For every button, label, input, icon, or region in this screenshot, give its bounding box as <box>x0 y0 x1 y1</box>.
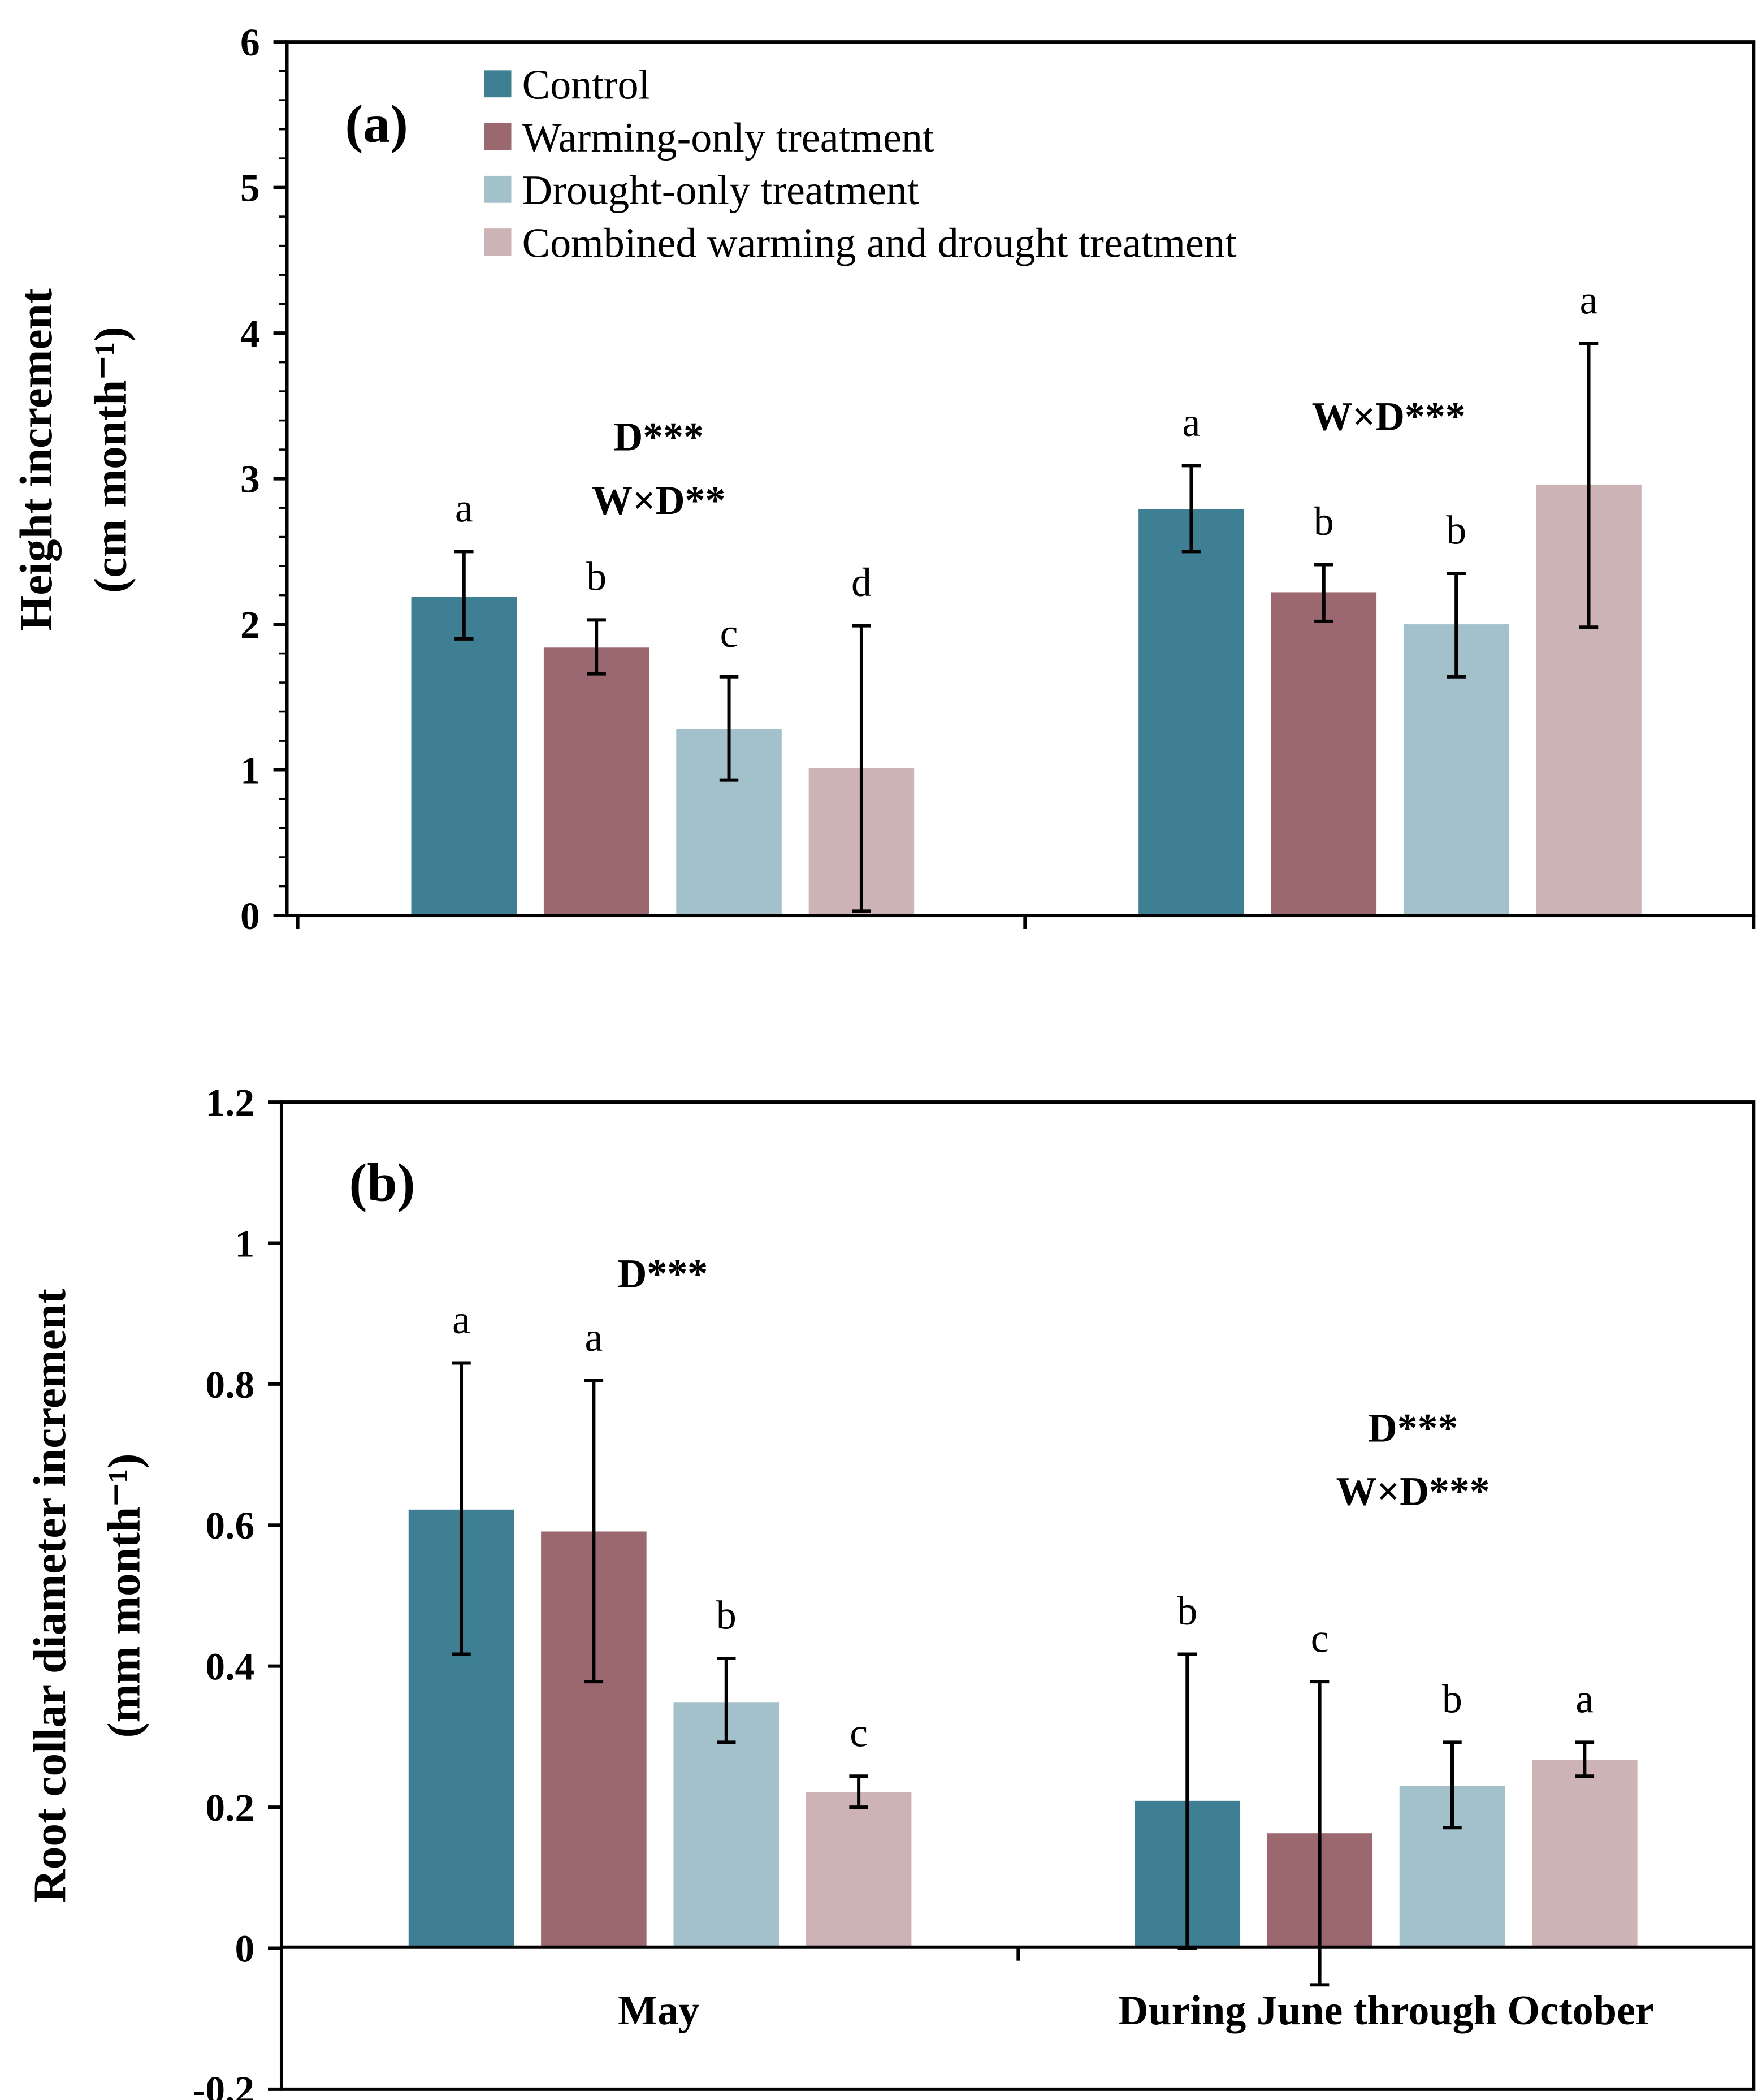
legend-label: Warming-only treatment <box>522 115 934 161</box>
y-tick-label: 1 <box>240 749 260 792</box>
y-tick-label: 0.6 <box>205 1504 254 1548</box>
significance-letter: a <box>584 1315 603 1360</box>
significance-letter: d <box>851 560 872 605</box>
significance-letter: a <box>1575 1676 1594 1722</box>
legend-label: Combined warming and drought treatment <box>522 220 1237 266</box>
y-tick-label: -0.2 <box>192 2068 254 2100</box>
significance-letter: c <box>1311 1615 1329 1661</box>
y-axis-label-units: (cm month⁻¹) <box>85 326 136 593</box>
panel-b: a b a c b b c a -0.2 0 0.2 0.4 0.6 0.8 1 1.2 Root collar… <box>24 1081 1756 2100</box>
y-tick-label: 0.2 <box>205 1786 254 1830</box>
panel-a: a a b b c b d a 0 1 2 3 4 5 6 Height increment (cm month… <box>11 21 1756 938</box>
bar <box>1138 509 1244 916</box>
y-axis-label: Root collar diameter increment <box>24 1289 75 1903</box>
y-tick-label: 2 <box>240 603 260 647</box>
bar <box>1532 1760 1638 1948</box>
significance-letter: a <box>452 1297 470 1342</box>
y-tick-label: 5 <box>240 167 260 210</box>
bar <box>1271 592 1377 916</box>
y-tick-label: 0 <box>240 895 260 938</box>
x-category-label: May <box>618 1987 699 2034</box>
y-tick-label: 0 <box>235 1927 254 1971</box>
significance-letter: c <box>720 611 738 656</box>
significance-letter: c <box>850 1710 868 1756</box>
significance-letter: a <box>455 486 473 531</box>
y-tick-label: 1.2 <box>205 1081 254 1125</box>
legend-label: Control <box>522 62 651 109</box>
significance-letter: a <box>1580 278 1598 323</box>
legend-swatch <box>484 228 512 256</box>
significance-letter: b <box>586 554 607 599</box>
significance-letter: a <box>1183 400 1201 445</box>
significance-letter: b <box>1446 507 1466 552</box>
stat-annotation: D*** <box>613 414 703 459</box>
panel-label: (b) <box>349 1153 415 1213</box>
significance-letter: b <box>1177 1588 1197 1634</box>
stat-annotation: D*** <box>1368 1405 1458 1450</box>
stat-annotation: W×D*** <box>1312 394 1466 439</box>
significance-letter: b <box>716 1592 737 1637</box>
y-tick-label: 0.8 <box>205 1363 254 1407</box>
significance-letter: b <box>1442 1676 1462 1722</box>
bar <box>411 597 517 916</box>
y-tick-label: 4 <box>240 312 260 356</box>
bar <box>543 647 649 916</box>
bar <box>806 1792 912 1948</box>
y-tick-label: 6 <box>240 21 260 64</box>
legend-swatch <box>484 70 512 98</box>
stat-annotation: D*** <box>618 1251 708 1297</box>
x-category-label: During June through October <box>1118 1987 1654 2034</box>
y-axis-label: Height increment <box>11 288 62 631</box>
y-axis-label-units: (mm month⁻¹) <box>98 1453 149 1738</box>
plot-frame <box>279 1100 1756 2091</box>
legend: Control Warming-only treatment Drought-onl… <box>484 62 1237 266</box>
legend-label: Drought-only treatment <box>522 167 919 214</box>
y-tick-label: 3 <box>240 458 260 502</box>
y-tick-label: 1 <box>235 1222 254 1265</box>
legend-swatch <box>484 175 512 203</box>
stat-annotation: W×D*** <box>1336 1469 1490 1514</box>
y-tick-label: 0.4 <box>205 1645 254 1689</box>
stat-annotation: W×D** <box>592 478 725 523</box>
significance-letter: b <box>1314 499 1334 544</box>
legend-swatch <box>484 123 512 150</box>
panel-label: (a) <box>345 94 408 154</box>
